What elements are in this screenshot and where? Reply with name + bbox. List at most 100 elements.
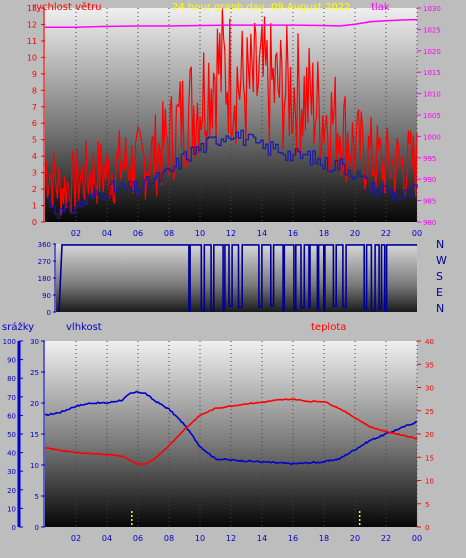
wind-x-tick-label: 04 [102, 229, 112, 238]
rain-tick-label: 40 [7, 450, 16, 458]
temperature-tick-label: 20 [425, 431, 434, 439]
pressure-line [45, 18, 418, 29]
direction-tick-label: 180 [38, 275, 51, 283]
pressure-tick-label: 1005 [423, 112, 441, 120]
rain-x-tick-label: 04 [102, 534, 112, 543]
temperature-axis-label: teplota [311, 322, 346, 333]
wind-x-tick-label: 06 [133, 229, 143, 238]
rain-x-tick-label: 00 [412, 534, 422, 543]
wind-tick-label: 3 [32, 169, 37, 178]
humidity-axis-label: vlhkost [66, 322, 102, 333]
temperature-tick-label: 10 [425, 478, 434, 486]
wind-average-line [45, 129, 418, 219]
wind-tick-label: 8 [32, 86, 37, 95]
pressure-tick-label: 1020 [423, 48, 441, 56]
wind-tick-label: 11 [27, 37, 37, 46]
pressure-axis-label: tlak [371, 2, 390, 13]
rain-tick-label: 20 [7, 487, 16, 495]
wind-x-tick-label: 08 [164, 229, 174, 238]
direction-tick-label: 270 [38, 258, 51, 266]
humidity-tick-label: 25 [30, 369, 39, 377]
temperature-tick-label: 40 [425, 338, 434, 346]
compass-label-w: W [436, 254, 447, 267]
rain-x-tick-label: 14 [257, 534, 267, 543]
humidity-tick-label: 20 [30, 400, 39, 408]
rain-x-tick-label: 18 [319, 534, 329, 543]
wind-tick-label: 2 [32, 185, 37, 194]
temperature-line [44, 398, 418, 466]
rain-x-tick-label: 10 [195, 534, 205, 543]
pressure-tick-label: 985 [423, 198, 436, 206]
temperature-tick-label: 0 [425, 524, 429, 532]
pressure-tick-label: 1010 [423, 91, 441, 99]
rain-tick-label: 50 [7, 431, 16, 439]
rain-x-tick-label: 20 [350, 534, 360, 543]
humidity-tick-label: 5 [35, 493, 39, 501]
wind-x-tick-label: 20 [350, 229, 360, 238]
temperature-tick-label: 25 [425, 408, 434, 416]
wind-tick-label: 10 [27, 53, 37, 62]
wind-x-tick-label: 02 [71, 229, 81, 238]
title-prefix: 24 hour graph day : [172, 2, 271, 13]
direction-tick-label: 360 [38, 241, 51, 249]
pressure-tick-label: 980 [423, 219, 436, 227]
rain-tick-label: 80 [7, 375, 16, 383]
rain-tick-label: 10 [7, 505, 16, 513]
wind-x-tick-label: 12 [226, 229, 236, 238]
direction-tick-label: 0 [47, 309, 51, 317]
temperature-tick-label: 5 [425, 501, 429, 509]
humidity-line [44, 390, 418, 466]
wind-direction-line [58, 244, 417, 313]
rain-tick-label: 70 [7, 394, 16, 402]
rain-tick-label: 100 [3, 338, 16, 346]
wind-tick-label: 5 [32, 136, 37, 145]
wind-x-tick-label: 10 [195, 229, 205, 238]
humidity-tick-label: 0 [35, 524, 39, 532]
pressure-tick-label: 990 [423, 176, 436, 184]
temperature-tick-label: 35 [425, 361, 434, 369]
direction-tick-label: 90 [42, 292, 51, 300]
title-date: 09.August 2022 [271, 2, 351, 13]
wind-x-tick-label: 00 [412, 229, 422, 238]
pressure-tick-label: 1015 [423, 69, 441, 77]
wind-tick-label: 6 [32, 119, 37, 128]
wind-tick-label: 1 [32, 202, 37, 211]
rain-x-tick-label: 02 [71, 534, 81, 543]
direction-plot-area [56, 244, 417, 312]
wind-x-tick-label: 18 [319, 229, 329, 238]
rain-x-tick-label: 12 [226, 534, 236, 543]
humidity-tick-label: 30 [30, 338, 39, 346]
humidity-tick-label: 10 [30, 462, 39, 470]
wind-tick-label: 4 [32, 152, 37, 161]
wind-x-tick-label: 14 [257, 229, 267, 238]
temperature-tick-label: 30 [425, 385, 434, 393]
rain-x-tick-label: 06 [133, 534, 143, 543]
compass-label-n-bottom: N [436, 302, 444, 315]
rain-x-tick-label: 08 [164, 534, 174, 543]
wind-x-tick-label: 22 [381, 229, 391, 238]
humidity-tick-label: 15 [30, 431, 39, 439]
wind-gust-line [44, 7, 418, 216]
compass-label-n-top: N [436, 238, 444, 251]
wind-tick-label: 7 [32, 103, 37, 112]
rain-tick-label: 30 [7, 468, 16, 476]
rain-tick-label: 60 [7, 412, 16, 420]
pressure-tick-label: 1000 [423, 133, 441, 141]
rain-x-tick-label: 22 [381, 534, 391, 543]
wind-tick-label: 0 [32, 218, 37, 227]
wind-x-tick-label: 16 [288, 229, 298, 238]
wind-speed-axis-label: rychlost větru [32, 1, 102, 13]
pressure-tick-label: 1030 [423, 5, 441, 13]
rain-axis-label: srážky [2, 321, 34, 333]
rain-x-tick-label: 16 [288, 534, 298, 543]
rain-tick-label: 90 [7, 357, 16, 365]
temperature-tick-label: 15 [425, 454, 434, 462]
wind-tick-label: 9 [32, 70, 37, 79]
pressure-tick-label: 995 [423, 155, 436, 163]
pressure-tick-label: 1025 [423, 26, 441, 34]
wind-tick-label: 12 [27, 20, 37, 29]
compass-label-s: S [436, 270, 443, 283]
wind-tick-label: 13 [27, 4, 37, 13]
